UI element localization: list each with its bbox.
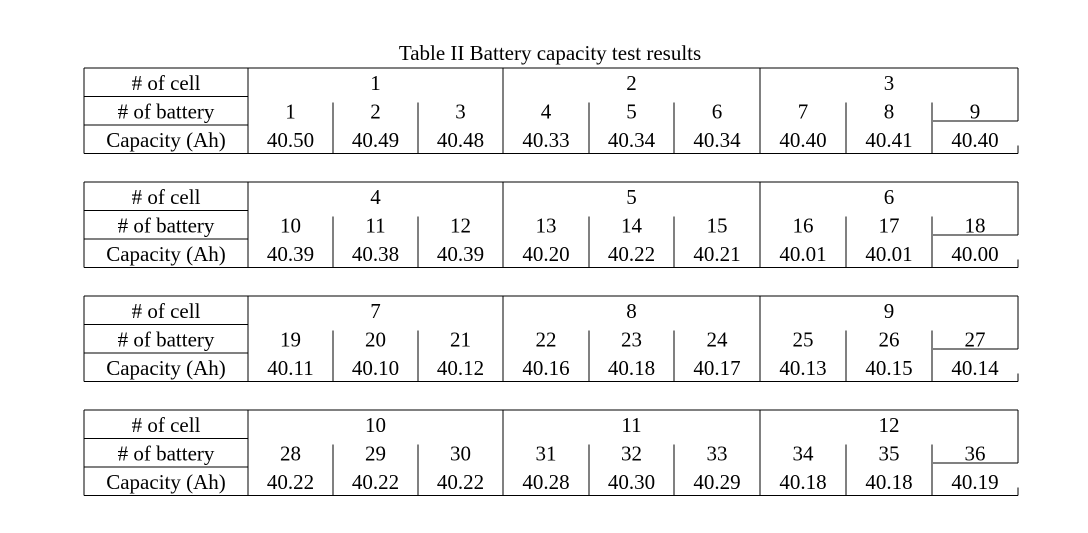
cell-number: 9 bbox=[884, 299, 895, 323]
capacity-value: 40.18 bbox=[608, 356, 655, 380]
battery-row-label: # of battery bbox=[118, 214, 215, 238]
battery-number: 21 bbox=[450, 328, 471, 352]
table-title: Table II Battery capacity test results bbox=[398, 41, 702, 65]
battery-number: 8 bbox=[884, 100, 895, 124]
battery-number: 6 bbox=[712, 100, 723, 124]
capacity-value: 40.33 bbox=[522, 128, 569, 152]
capacity-value: 40.38 bbox=[352, 242, 399, 266]
battery-number: 9 bbox=[970, 100, 981, 124]
battery-number: 1 bbox=[285, 100, 296, 124]
cell-number: 11 bbox=[621, 413, 641, 437]
battery-number: 27 bbox=[965, 328, 986, 352]
capacity-value: 40.39 bbox=[267, 242, 314, 266]
capacity-value: 40.22 bbox=[267, 470, 314, 494]
cell-number: 10 bbox=[365, 413, 386, 437]
capacity-value: 40.22 bbox=[437, 470, 484, 494]
battery-number: 28 bbox=[280, 442, 301, 466]
battery-number: 5 bbox=[626, 100, 637, 124]
capacity-value: 40.16 bbox=[522, 356, 569, 380]
cell-row-label: # of cell bbox=[132, 413, 201, 437]
capacity-value: 40.39 bbox=[437, 242, 484, 266]
capacity-value: 40.41 bbox=[865, 128, 912, 152]
capacity-value: 40.18 bbox=[865, 470, 912, 494]
capacity-value: 40.40 bbox=[779, 128, 826, 152]
capacity-value: 40.14 bbox=[951, 356, 999, 380]
capacity-value: 40.15 bbox=[865, 356, 912, 380]
battery-number: 11 bbox=[365, 214, 385, 238]
battery-number: 29 bbox=[365, 442, 386, 466]
capacity-row-label: Capacity (Ah) bbox=[106, 470, 226, 494]
capacity-value: 40.49 bbox=[352, 128, 399, 152]
battery-number: 35 bbox=[879, 442, 900, 466]
cell-number: 6 bbox=[884, 185, 895, 209]
capacity-row-label: Capacity (Ah) bbox=[106, 356, 226, 380]
battery-row-label: # of battery bbox=[118, 100, 215, 124]
capacity-value: 40.13 bbox=[779, 356, 826, 380]
cell-number: 1 bbox=[370, 71, 381, 95]
cell-number: 12 bbox=[879, 413, 900, 437]
capacity-value: 40.17 bbox=[693, 356, 740, 380]
battery-number: 14 bbox=[621, 214, 643, 238]
capacity-value: 40.19 bbox=[951, 470, 998, 494]
cell-row-label: # of cell bbox=[132, 71, 201, 95]
capacity-value: 40.11 bbox=[267, 356, 313, 380]
capacity-row-label: Capacity (Ah) bbox=[106, 242, 226, 266]
battery-number: 10 bbox=[280, 214, 301, 238]
cell-number: 3 bbox=[884, 71, 895, 95]
capacity-value: 40.01 bbox=[865, 242, 912, 266]
battery-number: 7 bbox=[798, 100, 809, 124]
battery-number: 12 bbox=[450, 214, 471, 238]
capacity-value: 40.30 bbox=[608, 470, 655, 494]
capacity-value: 40.18 bbox=[779, 470, 826, 494]
battery-number: 23 bbox=[621, 328, 642, 352]
capacity-value: 40.28 bbox=[522, 470, 569, 494]
battery-number: 4 bbox=[541, 100, 552, 124]
battery-number: 36 bbox=[965, 442, 986, 466]
battery-row-label: # of battery bbox=[118, 442, 215, 466]
cell-row-label: # of cell bbox=[132, 185, 201, 209]
capacity-row-label: Capacity (Ah) bbox=[106, 128, 226, 152]
capacity-value: 40.21 bbox=[693, 242, 740, 266]
battery-row-label: # of battery bbox=[118, 328, 215, 352]
capacity-value: 40.50 bbox=[267, 128, 314, 152]
battery-number: 20 bbox=[365, 328, 386, 352]
battery-number: 32 bbox=[621, 442, 642, 466]
capacity-value: 40.34 bbox=[608, 128, 656, 152]
battery-number: 18 bbox=[965, 214, 986, 238]
cell-number: 8 bbox=[626, 299, 637, 323]
capacity-value: 40.00 bbox=[951, 242, 998, 266]
battery-number: 16 bbox=[793, 214, 814, 238]
battery-number: 34 bbox=[793, 442, 815, 466]
battery-number: 25 bbox=[793, 328, 814, 352]
capacity-value: 40.20 bbox=[522, 242, 569, 266]
capacity-value: 40.34 bbox=[693, 128, 741, 152]
battery-number: 15 bbox=[707, 214, 728, 238]
cell-number: 7 bbox=[370, 299, 381, 323]
battery-number: 13 bbox=[536, 214, 557, 238]
capacity-value: 40.10 bbox=[352, 356, 399, 380]
battery-number: 33 bbox=[707, 442, 728, 466]
battery-number: 31 bbox=[536, 442, 557, 466]
capacity-value: 40.29 bbox=[693, 470, 740, 494]
battery-number: 3 bbox=[455, 100, 466, 124]
capacity-value: 40.01 bbox=[779, 242, 826, 266]
battery-number: 2 bbox=[370, 100, 381, 124]
capacity-value: 40.22 bbox=[608, 242, 655, 266]
battery-number: 17 bbox=[879, 214, 900, 238]
battery-number: 24 bbox=[707, 328, 729, 352]
cell-number: 4 bbox=[370, 185, 381, 209]
capacity-value: 40.12 bbox=[437, 356, 484, 380]
cell-row-label: # of cell bbox=[132, 299, 201, 323]
battery-number: 22 bbox=[536, 328, 557, 352]
cell-number: 5 bbox=[626, 185, 637, 209]
battery-number: 19 bbox=[280, 328, 301, 352]
battery-number: 26 bbox=[879, 328, 900, 352]
cell-number: 2 bbox=[626, 71, 637, 95]
capacity-value: 40.22 bbox=[352, 470, 399, 494]
capacity-value: 40.40 bbox=[951, 128, 998, 152]
capacity-value: 40.48 bbox=[437, 128, 484, 152]
battery-number: 30 bbox=[450, 442, 471, 466]
